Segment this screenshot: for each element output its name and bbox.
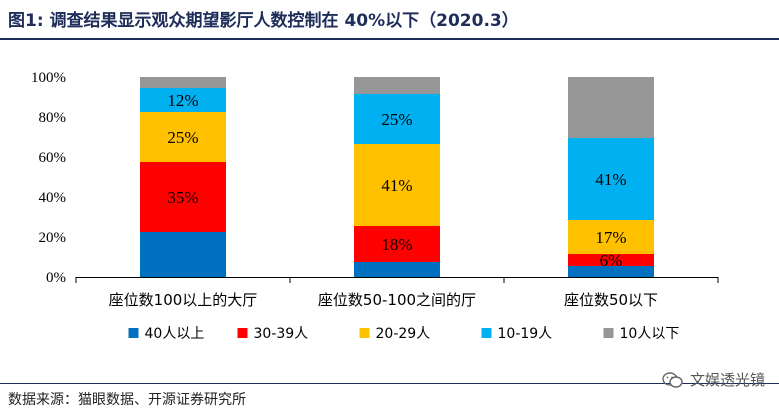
data-label: 41% [381, 176, 412, 195]
data-label: 12% [167, 91, 198, 110]
legend-label: 10人以下 [620, 326, 680, 342]
bar-segment [354, 262, 440, 277]
footer-divider [0, 383, 779, 384]
y-tick-label: 40% [39, 190, 67, 206]
bar-segment [354, 94, 440, 144]
y-tick-label: 60% [39, 150, 67, 166]
x-category-label: 座位数100以上的大厅 [109, 291, 258, 309]
legend-swatch [359, 328, 370, 338]
legend-label: 10-19人 [498, 326, 553, 342]
bar-segment [140, 112, 226, 162]
y-tick-label: 20% [39, 230, 67, 246]
y-tick-label: 100% [31, 70, 66, 86]
data-label: 18% [381, 235, 412, 254]
data-label: 17% [595, 228, 626, 247]
data-labels-layer: 35% 25% 12% 18% 41% 25% 6% 17% 41% [167, 91, 626, 270]
y-tick-label: 0% [46, 270, 66, 286]
data-label: 25% [381, 110, 412, 129]
title-underline [0, 38, 779, 40]
bar-segment [354, 77, 440, 94]
y-tick-label: 80% [39, 110, 67, 126]
bar-segment [568, 254, 654, 266]
watermark: 文娱透光镜 [662, 369, 765, 390]
bar-segment [568, 266, 654, 277]
bar-segment [354, 144, 440, 226]
legend-swatch [237, 328, 248, 338]
bar-segment [568, 138, 654, 220]
bars-layer [140, 77, 654, 277]
data-label: 6% [600, 251, 623, 270]
x-category-label: 座位数50-100之间的厅 [318, 291, 476, 309]
data-source: 数据来源：猫眼数据、开源证券研究所 [8, 392, 246, 408]
bar-segment [140, 162, 226, 232]
bar-segment [140, 232, 226, 277]
legend-swatch [603, 328, 614, 338]
chart-title: 图1: 调查结果显示观众期望影厅人数控制在 40%以下（2020.3） [8, 11, 519, 31]
bar-segment [568, 220, 654, 254]
legend-label: 20-29人 [376, 326, 431, 342]
legend-label: 40人以上 [145, 326, 205, 342]
legend-label: 30-39人 [254, 326, 309, 342]
data-label: 25% [167, 128, 198, 147]
stacked-bar-chart: 0% 20% 40% 60% 80% 100% 座位数100以上的大厅 座位数50-100之间… [31, 70, 719, 342]
legend: 40人以上 30-39人 20-29人 10-19人 10人以下 [128, 326, 680, 342]
legend-swatch [128, 328, 139, 338]
data-label: 41% [595, 170, 626, 189]
bar-segment [140, 88, 226, 112]
bar-segment [140, 77, 226, 88]
data-label: 35% [167, 188, 198, 207]
axis-layer: 0% 20% 40% 60% 80% 100% 座位数100以上的大厅 座位数50-100之间… [31, 70, 719, 309]
bar-segment [568, 77, 654, 138]
watermark-text: 文娱透光镜 [689, 371, 765, 389]
x-category-label: 座位数50以下 [564, 291, 658, 309]
wechat-icon [662, 371, 683, 388]
bar-segment [354, 226, 440, 262]
legend-swatch [481, 328, 492, 338]
